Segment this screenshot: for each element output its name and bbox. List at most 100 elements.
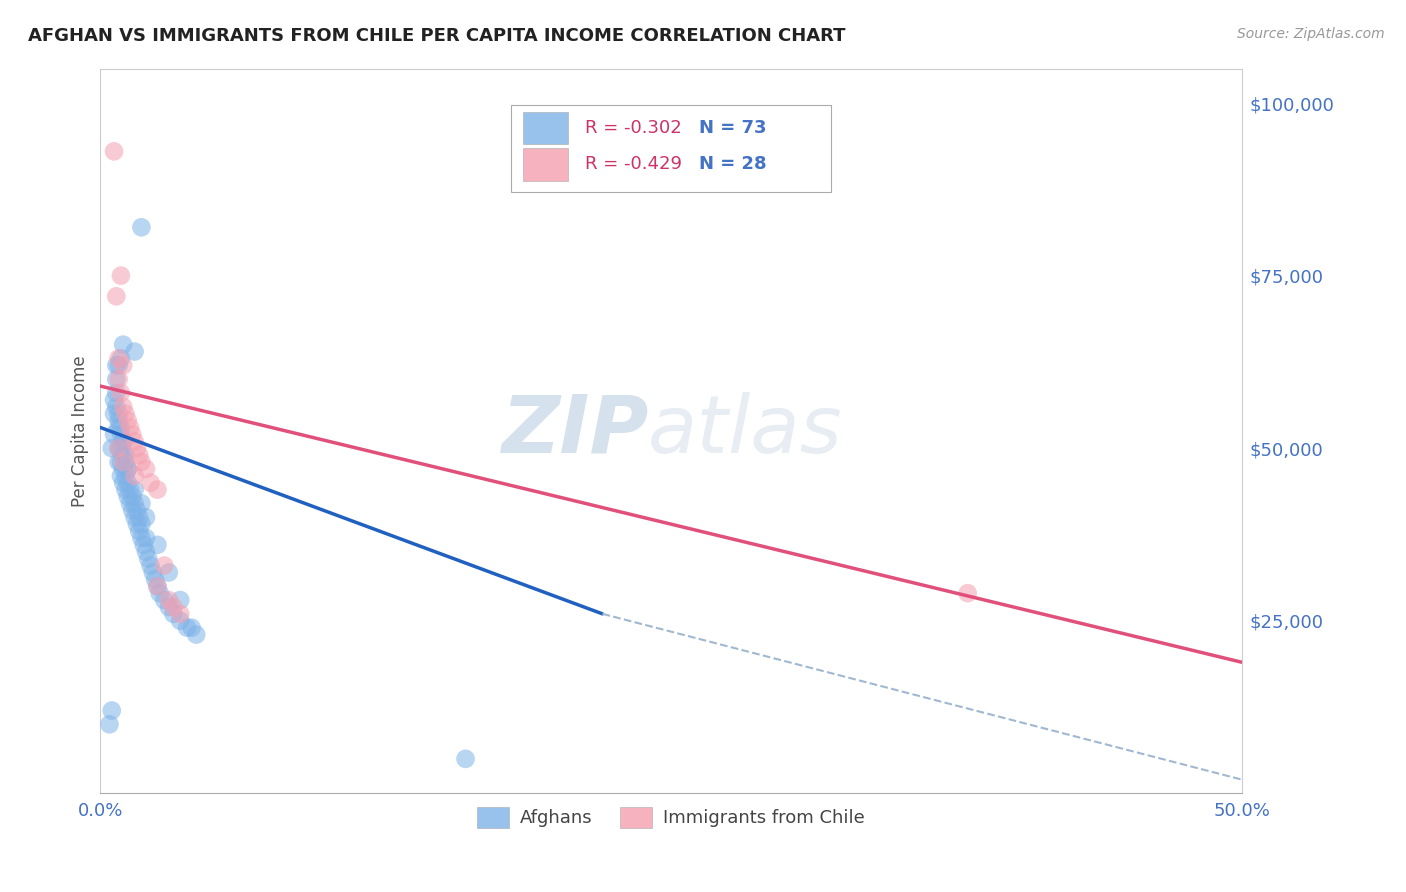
Point [105,289,128,303]
Point [153,558,176,573]
Point [117,462,139,476]
Point [103,145,125,159]
Point [107,372,129,386]
Point [110,427,132,442]
Text: R = -0.302: R = -0.302 [585,119,682,137]
Point [139,475,162,490]
Point [107,441,129,455]
Point [118,483,141,497]
Point [112,434,135,449]
Point [131,496,153,510]
FancyBboxPatch shape [523,148,568,180]
Point [131,220,153,235]
Point [114,448,136,462]
Point [114,455,136,469]
Point [169,593,191,607]
Point [146,538,169,552]
Point [132,538,155,552]
Point [103,392,125,407]
Point [118,420,141,434]
Point [128,510,150,524]
Point [112,400,135,414]
Point [146,579,169,593]
Legend: Afghans, Immigrants from Chile: Afghans, Immigrants from Chile [470,800,872,835]
Point [124,468,146,483]
Point [117,414,139,428]
Point [117,475,139,490]
Point [110,420,132,434]
Point [139,558,162,573]
Point [107,359,129,373]
Point [112,448,135,462]
Point [110,468,132,483]
Point [135,510,157,524]
Point [118,496,141,510]
Point [112,359,135,373]
Point [114,483,136,497]
Point [114,468,136,483]
Point [149,586,172,600]
Point [180,621,202,635]
Point [103,407,125,421]
Point [110,268,132,283]
Point [107,414,129,428]
Text: AFGHAN VS IMMIGRANTS FROM CHILE PER CAPITA INCOME CORRELATION CHART: AFGHAN VS IMMIGRANTS FROM CHILE PER CAPI… [28,27,845,45]
Point [124,496,146,510]
Point [112,434,135,449]
Text: R = -0.429: R = -0.429 [585,155,682,173]
Point [153,593,176,607]
Point [186,627,208,641]
Point [142,566,165,580]
Text: atlas: atlas [648,392,842,470]
Point [117,490,139,504]
Point [105,400,128,414]
Point [112,475,135,490]
Point [107,407,129,421]
Point [143,572,166,586]
Point [124,510,146,524]
Point [131,455,153,469]
Point [107,441,129,455]
FancyBboxPatch shape [523,112,568,145]
Point [136,551,159,566]
Point [107,455,129,469]
Point [157,599,180,614]
Point [107,351,129,366]
Y-axis label: Per Capita Income: Per Capita Income [72,355,89,507]
Point [125,441,148,455]
Point [135,531,157,545]
Point [146,483,169,497]
Point [454,752,477,766]
Point [125,503,148,517]
Point [112,337,135,351]
Point [128,448,150,462]
Point [117,462,139,476]
Point [121,427,143,442]
Point [146,579,169,593]
Point [110,386,132,401]
Point [105,386,128,401]
Point [131,517,153,532]
Text: Source: ZipAtlas.com: Source: ZipAtlas.com [1237,27,1385,41]
Point [121,503,143,517]
Point [110,441,132,455]
Point [121,490,143,504]
Point [157,566,180,580]
Point [169,607,191,621]
Text: N = 28: N = 28 [699,155,768,173]
Point [100,704,122,718]
Point [157,593,180,607]
Point [110,351,132,366]
Point [112,455,135,469]
Point [98,717,121,731]
Point [103,427,125,442]
Point [124,434,146,449]
Point [125,517,148,532]
Point [124,483,146,497]
Point [107,420,129,434]
Point [128,524,150,538]
Point [956,586,979,600]
Point [110,455,132,469]
Point [135,462,157,476]
Point [131,531,153,545]
